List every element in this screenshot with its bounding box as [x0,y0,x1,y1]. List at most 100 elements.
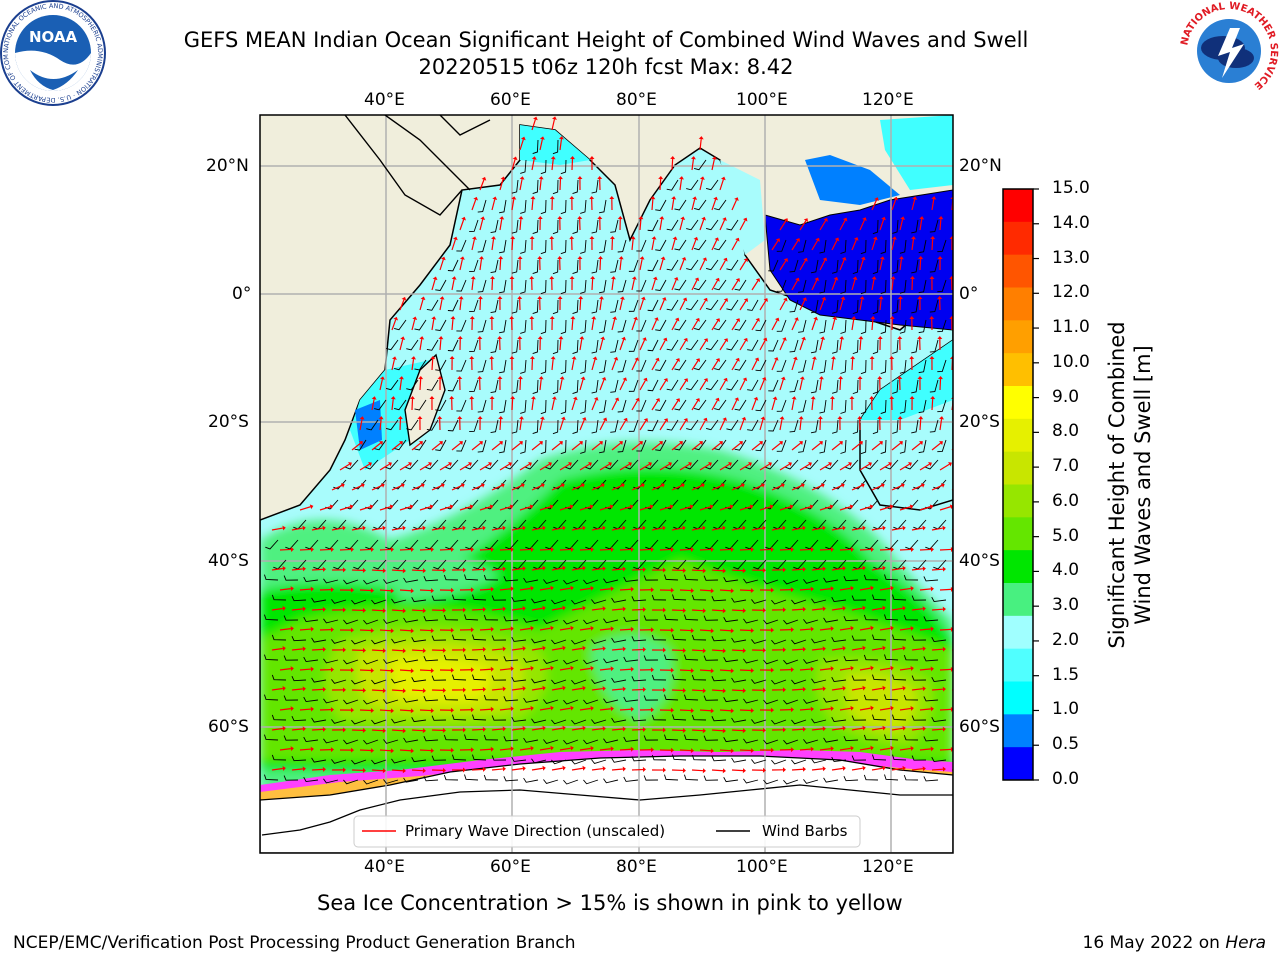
colorbar-band [1003,747,1033,781]
wave-direction-arrow [691,484,703,491]
wave-direction-arrow [271,567,283,571]
wave-direction-arrowhead [502,726,506,732]
wave-direction-arrowhead [282,605,286,611]
wave-direction-arrowhead [800,483,805,488]
wind-barb [333,479,347,490]
wave-direction-arrow [651,360,658,371]
wind-barb [923,656,939,662]
wave-direction-arrowhead [821,296,827,301]
wave-direction-arrow [739,548,752,551]
wave-direction-arrowhead [382,688,386,694]
wave-direction-arrow [299,548,312,551]
wave-direction-arrow [299,588,312,591]
wave-direction-arrow [411,609,424,612]
colorbar-band [1003,714,1033,748]
wind-barb [469,339,479,353]
wave-direction-arrowhead [557,296,563,300]
footer-date: 16 May 2022 on Hera [1083,933,1267,953]
wind-barb [563,619,579,625]
wind-barb [819,399,827,414]
lat-tick-right: 0° [959,284,979,304]
wind-barb [929,299,939,313]
wave-direction-arrow [911,568,923,571]
colorbar-band [1003,287,1033,321]
wave-direction-arrowhead [822,606,826,612]
wave-direction-arrowhead [670,156,676,160]
wave-direction-arrow [759,419,764,431]
wave-direction-arrowhead [550,156,556,160]
wind-barb [560,279,567,295]
wave-direction-arrowhead [742,525,746,531]
wave-direction-arrowhead [382,768,386,774]
wave-direction-arrow [399,379,403,391]
wind-barb [931,756,947,763]
wave-direction-arrowhead [440,483,445,488]
wave-direction-arrow [699,340,707,351]
wave-direction-arrow [611,648,624,651]
wave-direction-arrowhead [550,356,556,360]
wave-direction-arrow [571,567,583,571]
wind-barb [603,578,619,584]
wave-direction-arrow [751,399,757,411]
wave-direction-arrow [839,747,851,751]
wave-direction-arrow [411,689,424,692]
wave-direction-arrow [411,569,424,572]
wave-direction-arrowhead [720,483,725,488]
wave-direction-arrow [731,649,744,652]
wave-direction-arrow [711,649,724,652]
wave-direction-arrow [399,629,412,632]
colorbar-band [1003,550,1033,584]
wind-barb [540,319,547,335]
wave-direction-arrow [799,220,807,231]
wave-direction-arrowhead [690,668,694,674]
wave-direction-arrowhead [590,276,596,280]
wave-direction-arrow [399,749,412,752]
wind-barb [451,634,467,641]
wind-barb [303,616,319,623]
wind-barb [599,439,607,454]
wave-direction-arrowhead [722,525,726,531]
wind-barb [789,259,799,273]
wave-direction-arrowhead [512,156,518,161]
wind-barb [743,578,759,584]
wave-direction-arrowhead [743,298,749,303]
wave-direction-arrowhead [700,483,705,488]
wave-direction-arrow [671,442,681,451]
wave-direction-arrowhead [699,441,703,446]
wave-direction-arrow [711,280,719,291]
wind-barb [563,779,579,785]
wave-direction-arrowhead [897,296,903,300]
wave-direction-arrow [819,463,830,471]
wave-direction-arrowhead [570,705,574,711]
wave-direction-arrowhead [371,396,377,400]
wave-direction-arrowhead [822,525,826,531]
wave-direction-arrowhead [519,416,524,420]
wave-direction-arrowhead [739,441,743,446]
wave-direction-arrowhead [662,525,666,531]
wave-direction-arrow [691,609,704,612]
wind-barb [343,619,359,625]
wind-barb [563,659,579,665]
wind-barb [477,199,487,213]
wave-direction-arrow [591,527,603,531]
wave-direction-arrowhead [621,336,627,341]
wind-barb [599,319,607,334]
wave-direction-arrowhead [390,546,394,552]
wave-direction-arrowhead [572,396,578,401]
wave-direction-arrowhead [462,607,466,613]
wave-direction-arrowhead [872,236,878,241]
wave-direction-arrow [491,648,504,651]
wave-direction-arrowhead [422,648,426,654]
wave-direction-arrowhead [723,377,728,382]
wave-direction-arrow [911,484,923,491]
wave-direction-arrowhead [542,725,546,731]
wave-direction-arrow [491,608,504,611]
wave-direction-arrowhead [570,585,574,591]
colorbar-tick-label: 0.0 [1052,769,1080,789]
wave-direction-arrowhead [430,588,434,594]
wind-barb [674,319,687,331]
wind-barb [371,719,387,725]
wave-direction-arrow [831,239,838,251]
wave-direction-arrow [711,729,724,732]
wave-direction-arrowhead [530,625,534,631]
